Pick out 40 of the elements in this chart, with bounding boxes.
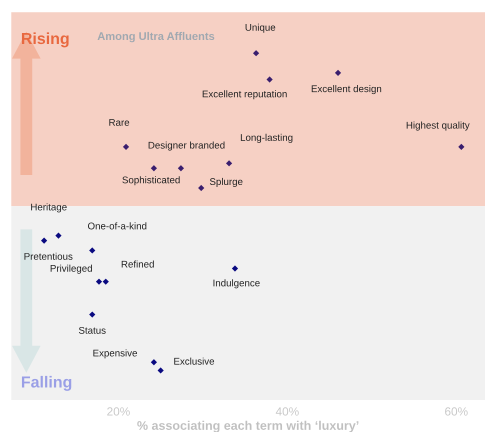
annotation: Pretentious: [24, 252, 73, 260]
point: [252, 50, 260, 56]
point: [96, 278, 102, 285]
annotation: Status: [78, 326, 106, 334]
point: [266, 76, 273, 83]
annotation: Indulgence: [213, 279, 260, 288]
point: [458, 144, 464, 150]
chart-title: Among Ultra Affluents: [98, 32, 214, 42]
annotation: Rare: [109, 119, 130, 126]
point: [55, 232, 62, 239]
point: [150, 165, 158, 172]
point: [89, 247, 96, 254]
x-axis-title: % associating each term with ‘luxury’: [137, 420, 358, 432]
point: [232, 265, 238, 272]
point: [178, 165, 184, 172]
annotation: Exclusive: [174, 358, 214, 365]
point: [150, 359, 158, 366]
annotation: Privileged: [50, 264, 92, 274]
point: [226, 160, 232, 166]
band-label: Falling: [22, 376, 72, 391]
annotation: Highest quality: [406, 122, 470, 131]
point: [158, 367, 164, 374]
point: [122, 144, 130, 150]
annotation: Excellent design: [312, 85, 382, 94]
annotation: Splurge: [210, 178, 243, 187]
annotation: Sophisticated: [122, 176, 180, 186]
annotation: Long-lasting: [240, 134, 292, 143]
annotation: Expensive: [93, 349, 138, 358]
point: [198, 184, 204, 192]
band-label: Rising: [22, 32, 69, 48]
annotation: Heritage: [31, 203, 67, 212]
point: [40, 237, 48, 244]
point: [102, 278, 109, 285]
annotation: One-of-a-kind: [88, 222, 146, 230]
annotation: Unique: [246, 24, 276, 33]
annotation: Refined: [122, 260, 154, 268]
point: [89, 311, 96, 318]
point: [334, 70, 342, 76]
annotation: Excellent reputation: [202, 90, 287, 100]
annotation: Designer branded: [148, 142, 225, 151]
